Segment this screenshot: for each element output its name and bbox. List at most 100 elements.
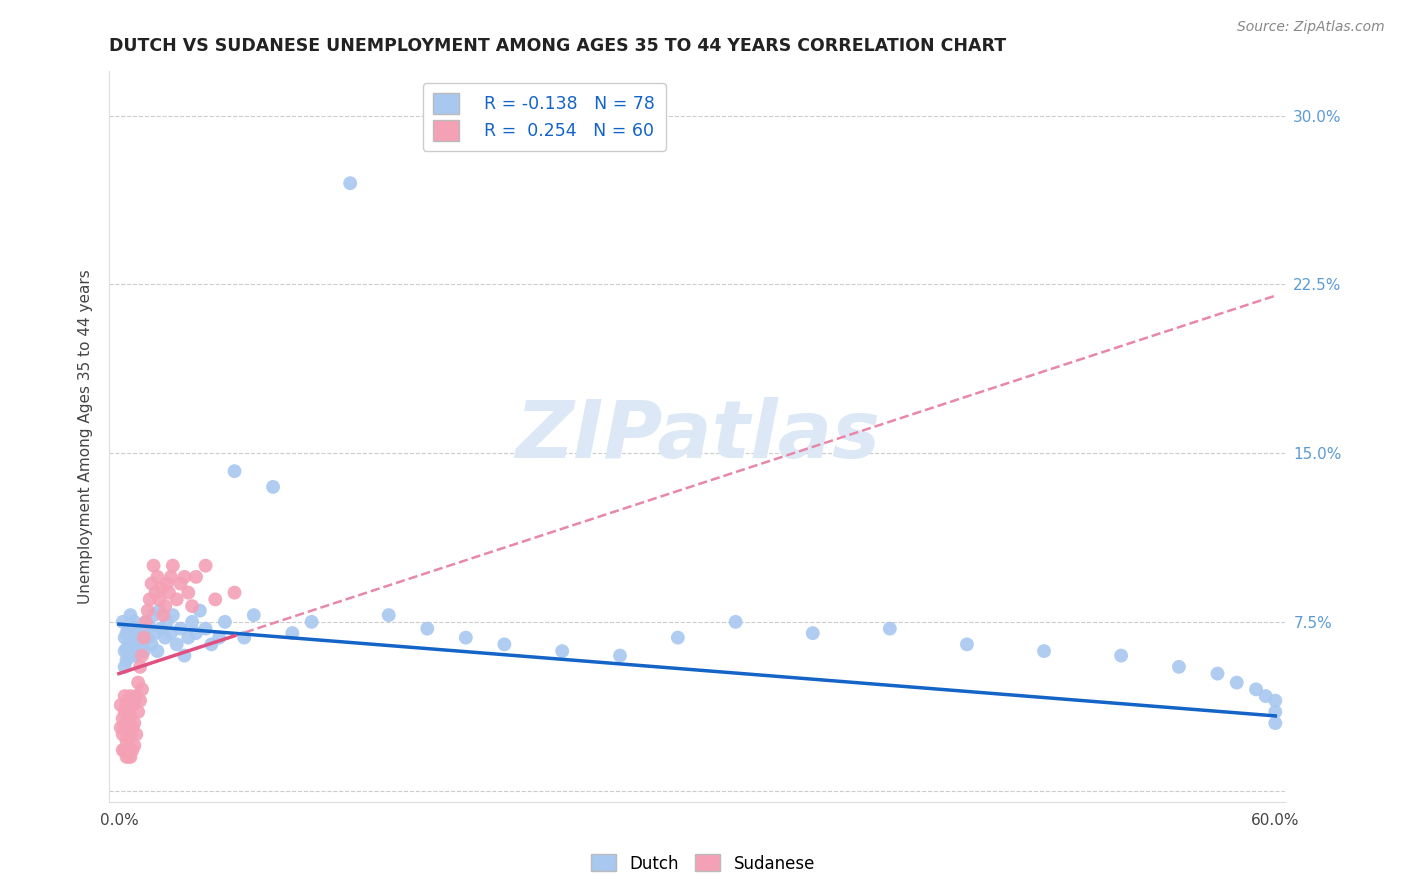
Point [111, 712, 134, 726]
Point [194, 558, 217, 573]
Point [111, 743, 134, 757]
Point [184, 626, 207, 640]
Point [121, 743, 143, 757]
Point [160, 626, 183, 640]
Point [146, 570, 169, 584]
Point [156, 615, 179, 629]
Point [124, 739, 146, 753]
Point [127, 622, 149, 636]
Text: DUTCH VS SUDANESE UNEMPLOYMENT AMONG AGES 35 TO 44 YEARS CORRELATION CHART: DUTCH VS SUDANESE UNEMPLOYMENT AMONG AGE… [110, 37, 1007, 55]
Point [124, 615, 146, 629]
Point [157, 585, 180, 599]
Point [666, 631, 689, 645]
Point [129, 660, 152, 674]
Point [120, 749, 142, 764]
Legend: Dutch, Sudanese: Dutch, Sudanese [585, 847, 821, 880]
Point [494, 637, 516, 651]
Point [125, 689, 148, 703]
Point [110, 698, 132, 712]
Text: ZIPatlas: ZIPatlas [515, 397, 880, 475]
Point [124, 693, 146, 707]
Point [136, 631, 159, 645]
Point [125, 648, 148, 663]
Point [162, 558, 184, 573]
Point [120, 608, 142, 623]
Point [801, 626, 824, 640]
Point [120, 727, 142, 741]
Point [114, 743, 136, 757]
Point [142, 558, 165, 573]
Point [135, 615, 157, 629]
Y-axis label: Unemployment Among Ages 35 to 44 years: Unemployment Among Ages 35 to 44 years [79, 268, 93, 604]
Point [145, 626, 167, 640]
Point [138, 619, 160, 633]
Point [181, 615, 204, 629]
Point [956, 637, 979, 651]
Point [160, 570, 183, 584]
Point [121, 698, 143, 712]
Point [233, 631, 256, 645]
Point [115, 734, 138, 748]
Point [152, 608, 174, 623]
Point [194, 622, 217, 636]
Point [184, 570, 207, 584]
Point [166, 637, 188, 651]
Point [117, 622, 139, 636]
Point [110, 721, 132, 735]
Point [166, 592, 188, 607]
Point [214, 615, 236, 629]
Point [551, 644, 574, 658]
Point [114, 660, 136, 674]
Point [131, 648, 153, 663]
Point [243, 608, 266, 623]
Point [142, 608, 165, 623]
Point [224, 464, 246, 478]
Point [131, 637, 153, 651]
Point [141, 576, 163, 591]
Point [204, 592, 226, 607]
Point [135, 615, 157, 629]
Point [121, 619, 143, 633]
Point [146, 644, 169, 658]
Point [111, 727, 134, 741]
Point [115, 716, 138, 731]
Point [136, 604, 159, 618]
Point [153, 599, 176, 614]
Legend:   R = -0.138   N = 78,   R =  0.254   N = 60: R = -0.138 N = 78, R = 0.254 N = 60 [423, 83, 665, 151]
Point [138, 592, 160, 607]
Point [127, 705, 149, 719]
Point [173, 570, 195, 584]
Point [1264, 705, 1286, 719]
Point [148, 592, 170, 607]
Point [114, 721, 136, 735]
Point [121, 721, 143, 735]
Point [141, 637, 163, 651]
Point [127, 675, 149, 690]
Point [145, 585, 167, 599]
Point [117, 648, 139, 663]
Point [301, 615, 323, 629]
Point [724, 615, 747, 629]
Point [1168, 660, 1191, 674]
Point [114, 631, 136, 645]
Point [1226, 675, 1249, 690]
Point [117, 730, 139, 744]
Point [115, 749, 138, 764]
Point [173, 648, 195, 663]
Point [148, 604, 170, 618]
Point [200, 637, 222, 651]
Point [129, 693, 152, 707]
Point [127, 641, 149, 656]
Point [177, 585, 200, 599]
Point [124, 716, 146, 731]
Point [153, 631, 176, 645]
Point [117, 693, 139, 707]
Point [114, 644, 136, 658]
Point [132, 644, 155, 658]
Point [115, 653, 138, 667]
Point [121, 648, 143, 663]
Point [117, 637, 139, 651]
Point [1264, 716, 1286, 731]
Point [262, 480, 284, 494]
Point [1206, 666, 1229, 681]
